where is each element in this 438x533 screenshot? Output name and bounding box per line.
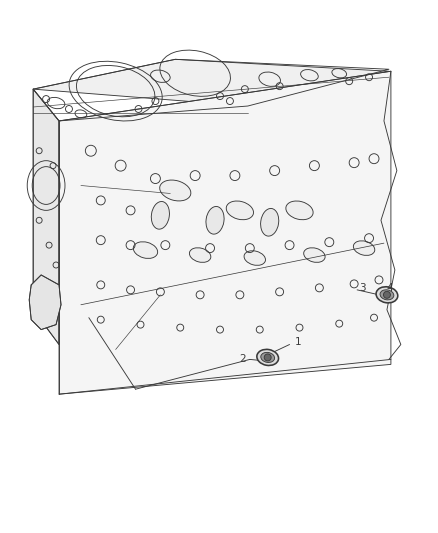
Ellipse shape bbox=[260, 208, 278, 236]
Polygon shape bbox=[33, 89, 59, 344]
Ellipse shape bbox=[244, 251, 265, 265]
Polygon shape bbox=[29, 275, 61, 329]
Ellipse shape bbox=[379, 290, 393, 300]
Text: 4: 4 bbox=[386, 283, 392, 293]
Ellipse shape bbox=[205, 206, 223, 234]
Text: 2: 2 bbox=[239, 354, 245, 365]
Circle shape bbox=[264, 354, 271, 361]
Text: 1: 1 bbox=[294, 336, 300, 346]
Polygon shape bbox=[33, 59, 388, 106]
Ellipse shape bbox=[285, 201, 312, 220]
Ellipse shape bbox=[375, 287, 397, 303]
Ellipse shape bbox=[189, 248, 210, 262]
Circle shape bbox=[382, 292, 389, 298]
Ellipse shape bbox=[159, 180, 191, 201]
Ellipse shape bbox=[133, 242, 157, 259]
Ellipse shape bbox=[151, 201, 169, 229]
Ellipse shape bbox=[256, 349, 278, 366]
Ellipse shape bbox=[260, 352, 274, 362]
Ellipse shape bbox=[353, 241, 374, 255]
Ellipse shape bbox=[303, 248, 325, 262]
Ellipse shape bbox=[226, 201, 253, 220]
Text: 3: 3 bbox=[358, 283, 365, 293]
Polygon shape bbox=[59, 71, 390, 394]
